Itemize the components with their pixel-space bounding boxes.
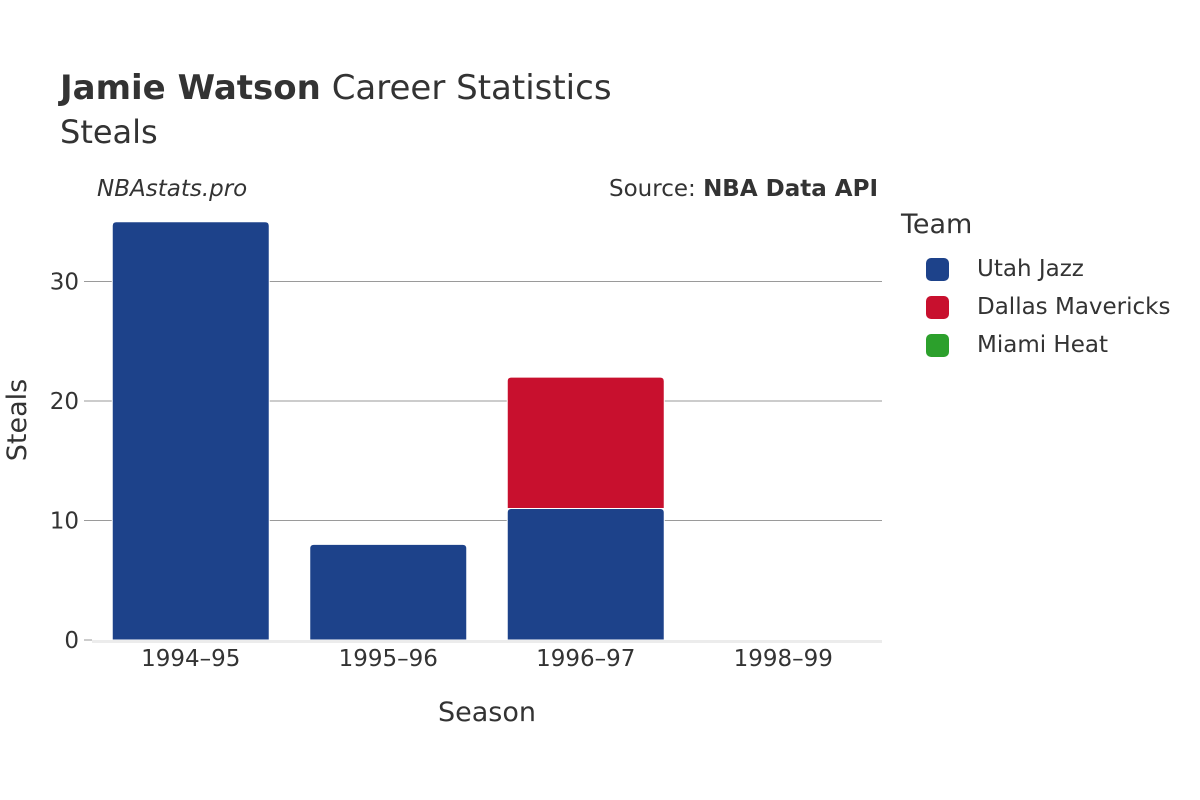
source-prefix: Source: <box>609 176 704 202</box>
source-name: NBA Data API <box>703 176 878 202</box>
legend-swatch-utah-jazz <box>926 257 949 281</box>
chart-title: Jamie Watson Career Statistics <box>60 66 612 110</box>
y-tick-label-10: 10 <box>50 509 79 535</box>
legend: Utah Jazz Dallas Mavericks Miami Heat <box>926 250 1170 364</box>
title-rest: Career Statistics <box>331 68 612 108</box>
legend-item-utah-jazz[interactable]: Utah Jazz <box>926 250 1170 288</box>
y-tick-label-0: 0 <box>64 628 79 654</box>
x-tick-label-1994-95: 1994–95 <box>141 646 240 672</box>
legend-swatch-miami-heat <box>926 333 949 357</box>
x-tick-label-1998-99: 1998–99 <box>734 646 833 672</box>
bar-1996-97-dallas-mavericks[interactable] <box>506 376 665 510</box>
legend-label-dallas-mavericks: Dallas Mavericks <box>977 294 1171 320</box>
y-tick-label-20: 20 <box>50 389 79 415</box>
legend-item-miami-heat[interactable]: Miami Heat <box>926 326 1170 364</box>
legend-title: Team <box>901 209 973 240</box>
x-tick-label-1996-97: 1996–97 <box>536 646 635 672</box>
legend-label-utah-jazz: Utah Jazz <box>977 256 1084 282</box>
legend-swatch-dallas-mavericks <box>926 295 949 319</box>
y-axis-title: Steals <box>2 379 33 461</box>
legend-label-miami-heat: Miami Heat <box>977 332 1108 358</box>
axes: 0 10 20 30 1994–95 1995–96 1996–97 1998–99 <box>50 270 882 672</box>
y-tick-label-30: 30 <box>50 270 79 296</box>
bars <box>111 221 665 641</box>
legend-item-dallas-mavericks[interactable]: Dallas Mavericks <box>926 288 1170 326</box>
bar-1996-97-utah-jazz[interactable] <box>506 508 665 641</box>
bar-1994-95-utah-jazz[interactable] <box>111 221 270 641</box>
x-axis-baseline <box>92 640 882 643</box>
x-tick-label-1995-96: 1995–96 <box>339 646 438 672</box>
bar-1995-96-utah-jazz[interactable] <box>309 543 468 641</box>
player-name: Jamie Watson <box>60 68 321 108</box>
x-axis-title: Season <box>438 697 536 728</box>
source-credit: Source: NBA Data API <box>609 176 878 202</box>
chart-subtitle: Steals <box>60 113 158 151</box>
watermark: NBAstats.pro <box>97 176 248 202</box>
